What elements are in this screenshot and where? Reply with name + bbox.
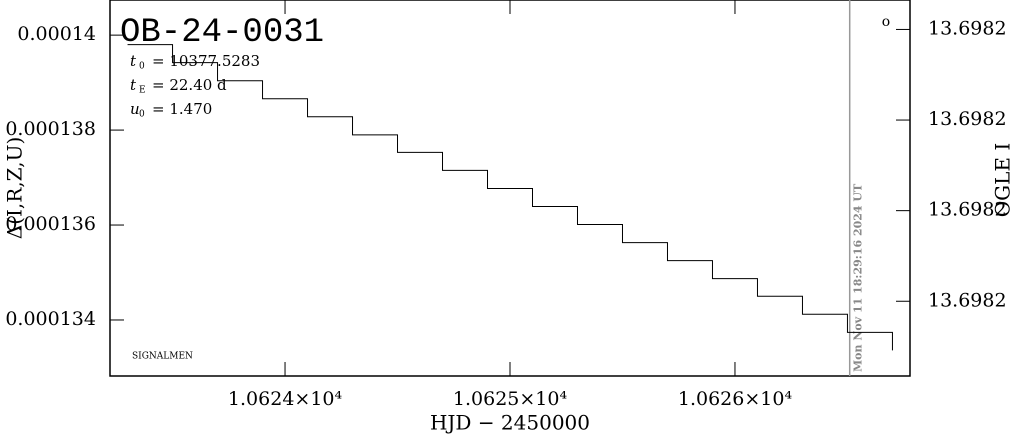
param-symbol: t bbox=[130, 52, 137, 70]
time-line-label: Mon Nov 11 18:29:16 2024 UT bbox=[852, 183, 865, 372]
param-subscript: 0 bbox=[139, 62, 145, 72]
y-tick-label: 0.000136 bbox=[5, 213, 96, 235]
y2-tick-label: 13.6982 bbox=[928, 199, 1007, 221]
x-axis-label: HJD − 2450000 bbox=[430, 411, 590, 434]
light-curve bbox=[127, 44, 893, 351]
param-symbol: t bbox=[130, 76, 137, 94]
x-tick-label: 1.0626×10⁴ bbox=[678, 388, 793, 410]
marker-label: o bbox=[882, 14, 890, 30]
chart-title: OB-24-0031 bbox=[120, 14, 324, 52]
param-subscript: 0 bbox=[139, 110, 145, 120]
y2-tick-label: 13.6982 bbox=[928, 108, 1007, 130]
param-value: = 10377.5283 bbox=[152, 52, 260, 70]
y-tick-label: 0.00014 bbox=[17, 23, 96, 45]
y2-tick-label: 13.6982 bbox=[928, 17, 1007, 39]
param-value: = 22.40 d bbox=[152, 76, 227, 94]
note: SIGNALMEN bbox=[132, 352, 193, 362]
y-tick-label: 0.000138 bbox=[5, 118, 96, 140]
y2-tick-label: 13.6982 bbox=[928, 289, 1007, 311]
param-subscript: E bbox=[139, 86, 146, 96]
param-symbol: u bbox=[130, 100, 140, 118]
x-tick-label: 1.0625×10⁴ bbox=[453, 388, 568, 410]
y-tick-label: 0.000134 bbox=[5, 308, 96, 330]
x-tick-label: 1.0624×10⁴ bbox=[228, 388, 343, 410]
y2-axis-label: OGLE I bbox=[991, 143, 1014, 218]
param-value: = 1.470 bbox=[152, 100, 212, 118]
y-axis-label: Δ(I,R,Z,U) bbox=[3, 137, 27, 239]
